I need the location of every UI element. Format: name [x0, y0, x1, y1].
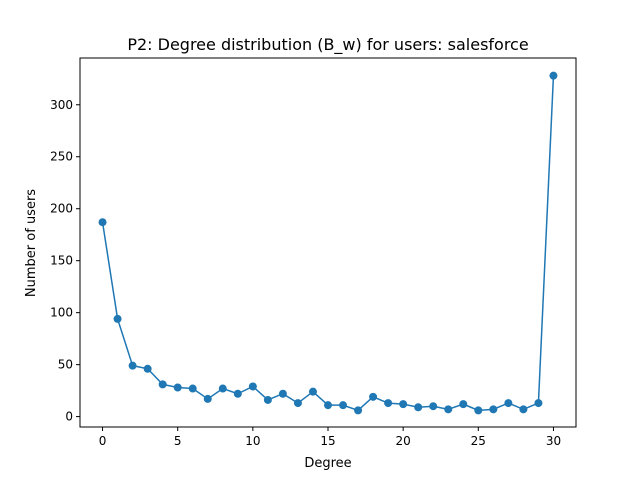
y-axis-label: Number of users — [24, 189, 39, 297]
data-point — [384, 399, 393, 408]
data-point — [444, 405, 453, 414]
data-point — [293, 399, 302, 408]
data-point — [414, 403, 423, 412]
series-layer — [98, 71, 558, 415]
data-point — [519, 405, 528, 414]
x-tick-label: 10 — [245, 434, 260, 448]
x-tick-label: 25 — [471, 434, 486, 448]
data-point — [113, 314, 122, 323]
y-tick-label: 250 — [50, 150, 73, 164]
data-point — [233, 389, 242, 398]
data-point — [248, 382, 257, 391]
chart-title: P2: Degree distribution (B_w) for users:… — [127, 35, 528, 55]
data-point — [158, 380, 167, 389]
y-tick-label: 0 — [65, 410, 73, 424]
data-point — [429, 402, 438, 411]
data-point — [218, 384, 227, 393]
data-point — [188, 384, 197, 393]
data-point — [324, 401, 332, 410]
data-point — [143, 364, 152, 373]
y-tick-label: 100 — [50, 306, 73, 320]
data-point — [278, 389, 287, 398]
data-point — [504, 399, 513, 408]
x-tick-label: 5 — [174, 434, 182, 448]
y-tick-label: 50 — [58, 358, 73, 372]
x-tick-label: 30 — [546, 434, 561, 448]
data-point — [128, 361, 137, 370]
x-tick-label: 15 — [320, 434, 335, 448]
data-point — [474, 406, 483, 415]
data-point — [308, 387, 317, 396]
data-point — [459, 400, 468, 409]
x-tick-label: 0 — [99, 434, 107, 448]
data-point — [399, 400, 408, 409]
data-point — [98, 218, 107, 227]
x-axis-label: Degree — [304, 456, 351, 471]
y-tick-label: 200 — [50, 202, 73, 216]
data-point — [339, 401, 348, 410]
data-point — [263, 395, 272, 404]
plot-frame — [79, 57, 577, 428]
y-tick-label: 150 — [50, 254, 73, 268]
data-point — [489, 405, 498, 414]
data-point — [354, 406, 363, 415]
data-point — [203, 394, 212, 403]
data-point — [549, 71, 558, 80]
y-tick-label: 300 — [50, 98, 73, 112]
x-tick-label: 20 — [396, 434, 411, 448]
data-point — [369, 392, 378, 401]
data-point — [534, 399, 543, 408]
data-point — [173, 383, 182, 392]
